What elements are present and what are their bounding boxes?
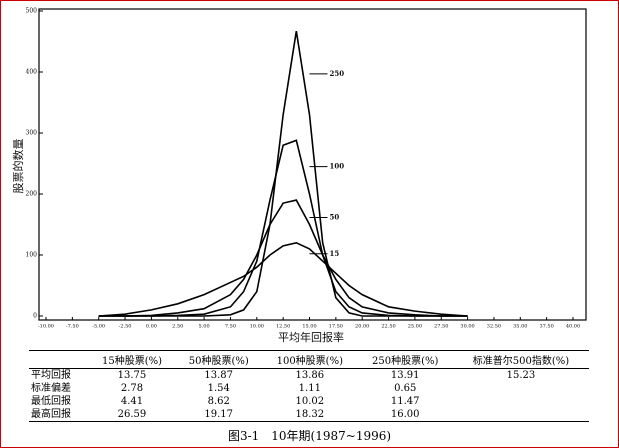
table-row: 最低回报 4.41 8.62 10.02 11.47 <box>29 395 589 408</box>
chart: 股票的数量 平均年回报率 0 100 200 300 400 500 -10.00 -7.50… <box>11 8 587 344</box>
table-cell: 16.00 <box>390 409 420 420</box>
table-cell <box>453 382 589 395</box>
x-tick-label: -2.50 <box>119 324 132 330</box>
x-tick-label: 22.50 <box>381 324 395 330</box>
series-annotation: 250 <box>330 69 345 78</box>
table-cell: 13.91 <box>390 370 420 381</box>
y-tick-label: 100 <box>26 252 38 259</box>
table-cell: 10.02 <box>295 396 325 407</box>
table-cell <box>453 408 589 422</box>
series-annotation: 50 <box>330 212 340 221</box>
x-tick-label: 12.50 <box>276 324 290 330</box>
x-tick-label: 2.50 <box>172 324 183 330</box>
table-cell: 8.62 <box>207 396 230 407</box>
table-cell: 13.75 <box>117 370 147 381</box>
table-cell: 26.59 <box>117 409 147 420</box>
x-axis-label: 平均年回报率 <box>278 330 344 344</box>
y-tick-label: 300 <box>26 130 38 137</box>
table-cell: 13.86 <box>295 370 325 381</box>
x-tick-label: 15.00 <box>302 324 316 330</box>
table-cell: 标准偏差 <box>31 383 71 394</box>
x-tick-label: 32.50 <box>487 324 501 330</box>
header-cell: 50种股票(%) <box>175 350 263 369</box>
table-cell: 1.11 <box>298 383 321 394</box>
y-tick-label: 0 <box>33 313 37 320</box>
table-cell <box>453 395 589 408</box>
table-cell: 18.32 <box>295 409 325 420</box>
table-row: 标准偏差 2.78 1.54 1.11 0.65 <box>29 382 589 395</box>
y-tick-label: 200 <box>26 191 38 198</box>
header-row: 15种股票(%) 50种股票(%) 100种股票(%) 250种股票(%) 标准普尔50… <box>29 350 589 369</box>
table-row: 平均回报 13.75 13.87 13.86 13.91 15.23 <box>29 369 589 383</box>
x-tick-label: 27.50 <box>434 324 448 330</box>
header-cell <box>29 350 89 369</box>
table-cell: 平均回报 <box>31 370 71 381</box>
x-tick-label: 10.00 <box>250 324 264 330</box>
series-annotation: 15 <box>330 249 340 258</box>
header-cell: 100种股票(%) <box>262 350 358 369</box>
table-cell: 最高回报 <box>31 409 71 420</box>
x-tick-label: -10.00 <box>38 324 54 330</box>
y-tick-label: 500 <box>26 8 38 15</box>
x-tick-label: 35.00 <box>513 324 527 330</box>
series-line <box>98 199 468 317</box>
y-axis-label: 股票的数量 <box>11 139 25 194</box>
table-cell: 13.87 <box>204 370 234 381</box>
x-tick-label: 5.00 <box>199 324 210 330</box>
x-tick-label: 25.00 <box>408 324 422 330</box>
series-line <box>98 241 468 317</box>
table-cell: 19.17 <box>204 409 234 420</box>
y-tick-label: 400 <box>26 69 38 76</box>
x-tick-label: 40.00 <box>566 324 580 330</box>
x-tick-label: 20.00 <box>355 324 369 330</box>
table-cell: 1.54 <box>207 383 230 394</box>
header-cell: 15种股票(%) <box>88 350 176 369</box>
table-cell: 2.78 <box>120 383 144 394</box>
series-annotation: 100 <box>330 162 345 171</box>
table-cell: 最低回报 <box>31 396 71 407</box>
table-cell: 4.41 <box>120 396 144 407</box>
stats-table: 15种股票(%) 50种股票(%) 100种股票(%) 250种股票(%) 标准普尔50… <box>29 350 589 422</box>
x-tick-label: 17.50 <box>329 324 343 330</box>
header-cell: 标准普尔500指数(%) <box>452 350 589 369</box>
caption: 图3-1 10年期(1987~1996) <box>227 429 392 443</box>
x-tick-label: 7.50 <box>225 324 236 330</box>
plot-frame <box>38 8 587 321</box>
table-cell: 15.23 <box>506 370 536 381</box>
x-tick-label: -5.00 <box>92 324 105 330</box>
x-tick-label: 0.00 <box>146 324 157 330</box>
x-tick-label: 37.50 <box>539 324 553 330</box>
x-tick-label: 30.00 <box>460 324 474 330</box>
table-row: 最高回报 26.59 19.17 18.32 16.00 <box>29 408 589 422</box>
table-cell: 0.65 <box>394 383 417 394</box>
header-cell: 250种股票(%) <box>357 350 453 369</box>
x-tick-label: -7.50 <box>66 324 79 330</box>
series-line <box>98 31 468 317</box>
table-cell: 11.47 <box>390 396 420 407</box>
series-line <box>98 139 468 317</box>
